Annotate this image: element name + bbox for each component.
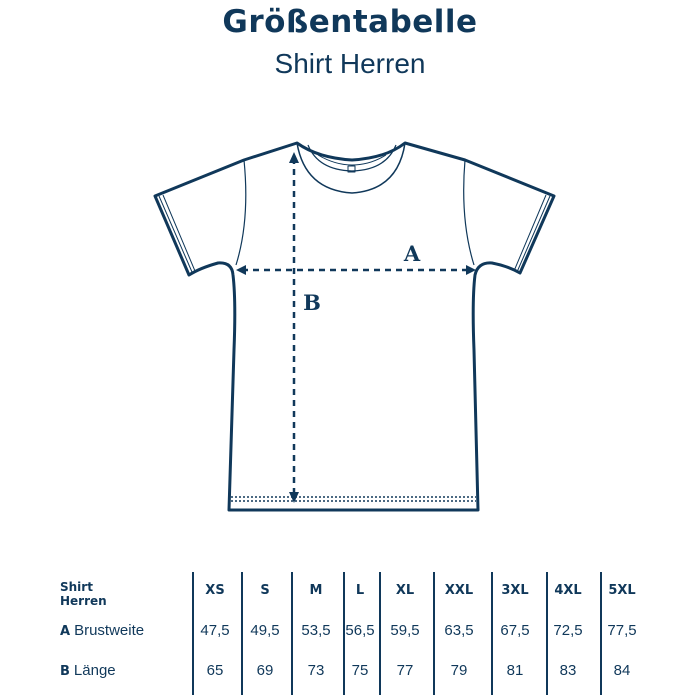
table-corner-label: Shirt Herren <box>60 580 107 608</box>
arrow-right-icon <box>466 265 476 275</box>
row-label-text: Länge <box>73 662 116 679</box>
table-divider <box>291 572 293 695</box>
arrow-up-icon <box>289 152 299 163</box>
row-key: B <box>60 664 70 679</box>
page-subtitle: Shirt Herren <box>274 48 426 79</box>
size-header: XS <box>205 583 225 598</box>
size-header: 4XL <box>554 583 582 598</box>
table-cell: 69 <box>256 662 274 679</box>
table-cell: 47,5 <box>200 622 230 639</box>
table-divider <box>379 572 381 695</box>
arrow-left-icon <box>236 265 246 275</box>
table-cell: 77,5 <box>607 622 637 639</box>
shirt-collar <box>296 142 406 194</box>
table-cell: 84 <box>613 662 631 679</box>
size-header: 5XL <box>608 583 636 598</box>
table-cell: 49,5 <box>250 622 280 639</box>
size-header: M <box>309 583 323 598</box>
label-b: B <box>303 290 321 315</box>
row-label-b: B Länge <box>60 662 116 679</box>
table-divider <box>600 572 602 695</box>
table-cell: 81 <box>506 662 524 679</box>
corner-line-2: Herren <box>60 594 107 608</box>
table-divider <box>546 572 548 695</box>
table-cell: 59,5 <box>390 622 420 639</box>
row-label-a: A Brustweite <box>60 622 144 639</box>
page-title: Größentabelle <box>222 4 478 40</box>
size-header: S <box>260 583 270 598</box>
shirt-outline <box>153 141 556 512</box>
size-header: XL <box>395 583 415 598</box>
row-label-text: Brustweite <box>74 622 145 639</box>
table-cell: 65 <box>206 662 224 679</box>
table-cell: 63,5 <box>444 622 474 639</box>
size-header: XXL <box>444 583 474 598</box>
table-divider <box>343 572 345 695</box>
table-cell: 72,5 <box>553 622 583 639</box>
table-cell: 75 <box>351 662 369 679</box>
corner-line-1: Shirt <box>60 580 93 594</box>
size-header: L <box>355 583 365 598</box>
table-divider <box>241 572 243 695</box>
table-cell: 73 <box>307 662 325 679</box>
arrow-down-icon <box>289 492 299 503</box>
size-header: 3XL <box>501 583 529 598</box>
table-cell: 77 <box>396 662 414 679</box>
shirt-diagram: A B <box>153 141 556 512</box>
shirt-label-tag <box>347 165 356 173</box>
table-cell: 67,5 <box>500 622 530 639</box>
table-cell: 56,5 <box>345 622 375 639</box>
table-divider <box>491 572 493 695</box>
table-divider <box>433 572 435 695</box>
table-cell: 83 <box>559 662 577 679</box>
table-cell: 79 <box>450 662 468 679</box>
table-cell: 53,5 <box>301 622 331 639</box>
row-key: A <box>60 624 71 639</box>
table-divider <box>192 572 194 695</box>
label-a: A <box>403 241 421 266</box>
